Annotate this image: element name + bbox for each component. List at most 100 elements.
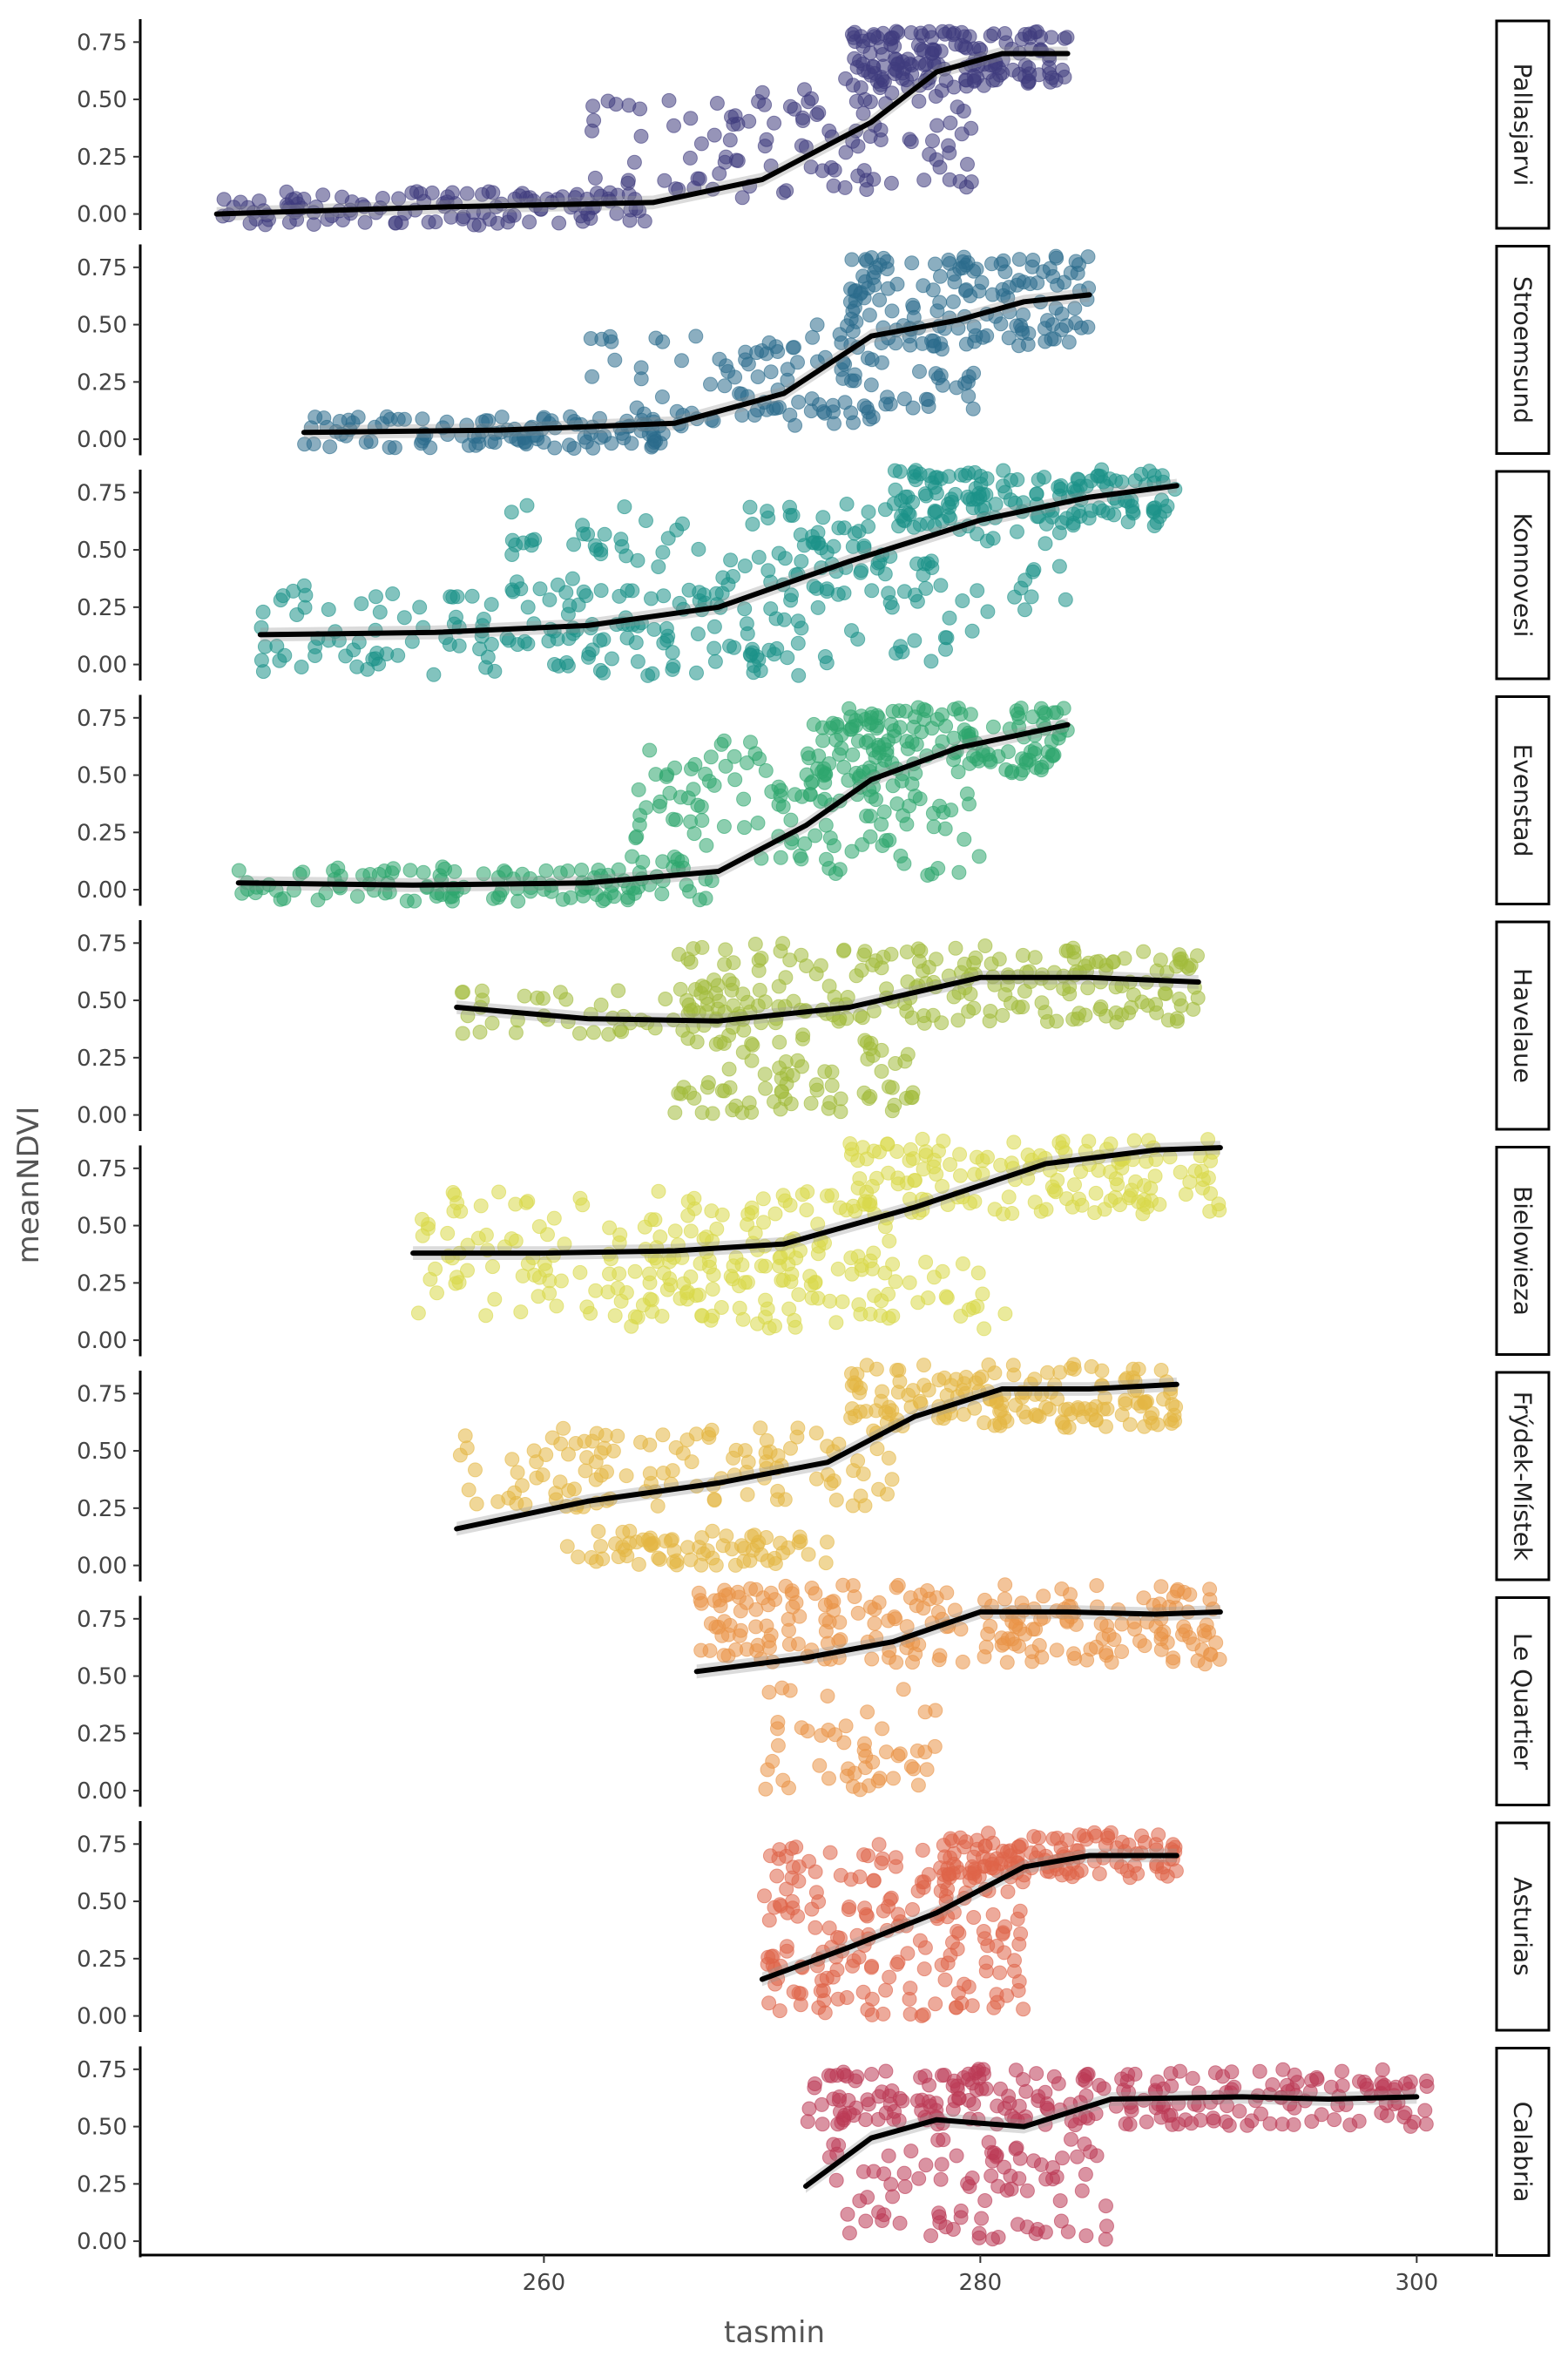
data-point: [504, 505, 519, 520]
y-tick-label: 0.75: [77, 706, 127, 732]
data-point: [921, 959, 936, 975]
data-point: [904, 255, 920, 271]
data-point: [612, 1227, 628, 1243]
data-point: [958, 1834, 974, 1850]
y-tick-label: 0.00: [77, 427, 127, 453]
data-point: [583, 211, 598, 227]
data-point: [1029, 2066, 1044, 2082]
data-point: [870, 2111, 886, 2127]
data-point: [875, 2006, 891, 2022]
data-point: [867, 1288, 882, 1304]
data-point: [930, 1604, 946, 1620]
data-point: [835, 1294, 850, 1310]
data-point: [593, 1467, 609, 1483]
data-point: [558, 992, 574, 1007]
data-point: [861, 1778, 876, 1793]
data-point: [760, 1762, 775, 1778]
data-point: [869, 708, 885, 723]
data-point: [910, 1778, 926, 1793]
data-point: [803, 1277, 819, 1293]
data-point: [760, 1553, 775, 1568]
data-point: [817, 649, 833, 664]
data-point: [923, 2228, 939, 2244]
data-point: [1139, 2114, 1154, 2130]
data-point: [850, 1180, 866, 1195]
data-point: [884, 599, 900, 615]
data-point: [964, 1998, 980, 2014]
data-point: [902, 1153, 917, 1168]
data-point: [453, 1203, 469, 1219]
data-point: [1066, 1646, 1081, 1662]
data-point: [821, 2150, 837, 2165]
data-point: [929, 1167, 944, 1182]
data-point: [287, 191, 303, 207]
data-point: [835, 1577, 851, 1593]
data-point: [866, 172, 882, 187]
data-point: [945, 1866, 961, 1881]
data-point: [253, 653, 269, 668]
data-point: [916, 1358, 931, 1373]
data-point: [617, 1542, 632, 1558]
data-point: [810, 1246, 826, 1262]
data-point: [777, 1492, 793, 1507]
data-point: [791, 667, 807, 683]
data-point: [869, 1441, 885, 1457]
data-point: [739, 616, 754, 632]
data-point: [1148, 1618, 1164, 1634]
data-point: [983, 1618, 998, 1634]
data-point: [1074, 2183, 1090, 2198]
data-point: [831, 520, 847, 536]
facet-label: Stroemsund: [1509, 276, 1538, 423]
data-point: [705, 1550, 720, 1566]
data-point: [740, 1487, 755, 1502]
data-point: [542, 1285, 558, 1301]
data-point: [872, 292, 888, 308]
data-point: [749, 345, 765, 361]
data-point: [1024, 589, 1039, 605]
data-point: [1103, 1825, 1119, 1840]
data-point: [459, 186, 475, 201]
data-point: [1208, 1635, 1224, 1650]
data-point: [1016, 307, 1031, 322]
data-point: [886, 1771, 901, 1786]
data-point: [965, 1300, 981, 1316]
data-point: [964, 2171, 980, 2185]
data-point: [1070, 1400, 1085, 1415]
data-point: [1017, 602, 1032, 618]
data-point: [817, 775, 833, 790]
y-tick-label: 0.50: [77, 538, 127, 564]
data-point: [933, 2171, 949, 2187]
y-tick-label: 0.75: [77, 1381, 127, 1407]
data-point: [737, 1443, 753, 1459]
data-point: [864, 2067, 880, 2082]
data-point: [551, 215, 567, 231]
data-point: [849, 2069, 865, 2084]
data-point: [911, 1637, 927, 1653]
data-point: [737, 820, 752, 836]
data-point: [1064, 1869, 1080, 1885]
data-point: [979, 533, 995, 549]
facet-panel-stroemsund: 0.00 0.25 0.50 0.75 Stroemsund: [77, 244, 1551, 456]
data-point: [1045, 317, 1060, 333]
data-point: [777, 1193, 793, 1209]
data-point: [905, 1902, 920, 1917]
data-point: [985, 2232, 1000, 2247]
data-point: [935, 1179, 950, 1194]
data-point: [970, 526, 985, 542]
data-point: [1287, 2100, 1302, 2116]
data-point: [637, 1219, 652, 1235]
data-point: [964, 1859, 980, 1874]
data-point: [491, 1184, 507, 1200]
data-point: [783, 812, 799, 828]
data-point: [609, 206, 625, 221]
data-point: [1001, 330, 1017, 346]
data-point: [909, 1598, 924, 1614]
data-point: [476, 866, 491, 882]
data-point: [734, 190, 750, 206]
data-point: [1173, 1164, 1188, 1180]
data-point: [1419, 2079, 1435, 2094]
data-point: [680, 1540, 695, 1555]
y-tick-label: 0.25: [77, 1046, 127, 1072]
data-point: [469, 1496, 484, 1512]
data-point: [1374, 2076, 1389, 2090]
